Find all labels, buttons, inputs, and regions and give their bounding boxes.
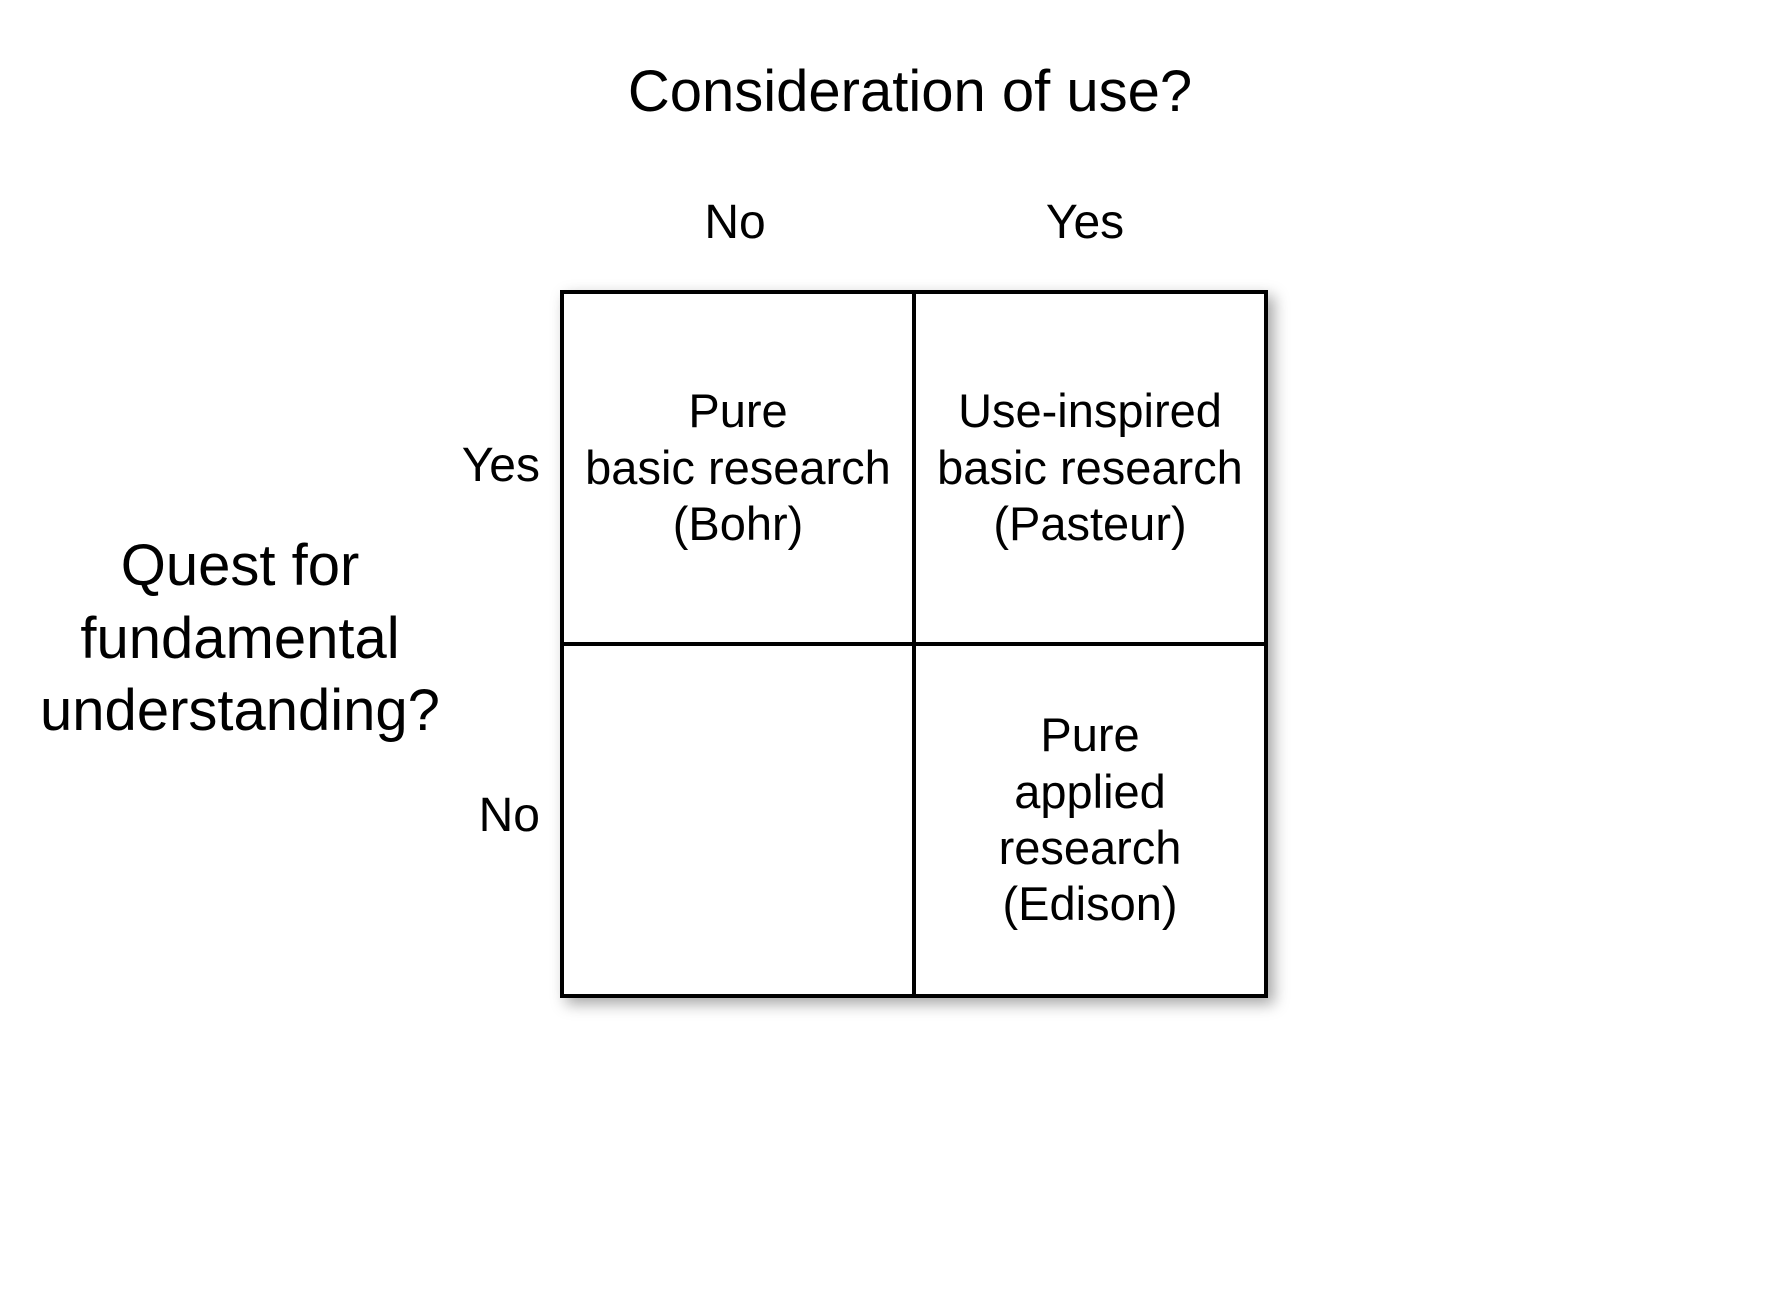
- quadrant-diagram: Consideration of use? No Yes Quest for f…: [0, 0, 1787, 1312]
- cell-top-left: Pure basic research (Bohr): [564, 294, 912, 642]
- cell-top-right: Use-inspired basic research (Pasteur): [916, 294, 1264, 642]
- left-axis-title: Quest for fundamental understanding?: [40, 530, 440, 748]
- row-label-yes: Yes: [380, 438, 540, 493]
- top-axis-title: Consideration of use?: [560, 60, 1260, 124]
- cell-bottom-right: Pure applied research (Edison): [916, 646, 1264, 994]
- cell-bottom-left: [564, 646, 912, 994]
- column-header-no: No: [560, 195, 910, 250]
- row-label-no: No: [380, 788, 540, 843]
- quadrant-grid: Pure basic research (Bohr) Use-inspired …: [560, 290, 1268, 998]
- column-header-yes: Yes: [910, 195, 1260, 250]
